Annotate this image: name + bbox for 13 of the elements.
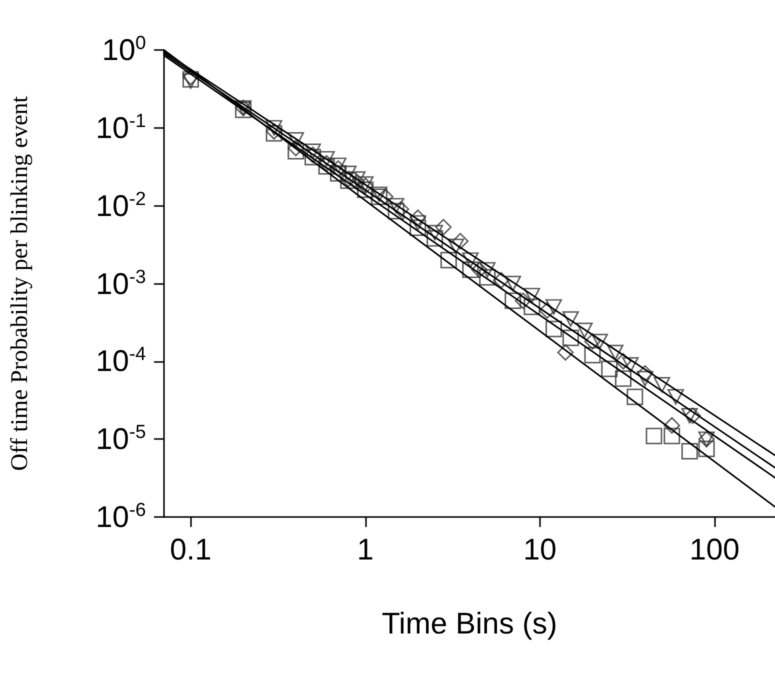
y-tick-label: 10$^{-1}$: [96, 110, 146, 145]
x-tick-label: 10: [523, 534, 557, 566]
x-tick-label: 100: [689, 534, 740, 566]
y-tick-label: 10$^{-6}$: [96, 500, 146, 534]
y-tick-label: 10$^{-5}$: [96, 422, 146, 456]
y-axis-title: Off time Probability per blinking event: [7, 96, 33, 471]
y-tick-label: 10$^{-2}$: [96, 188, 146, 223]
y-tick-label: 10$^{0}$: [102, 33, 146, 67]
x-tick-label: 0.1: [170, 534, 212, 566]
x-tick-label: 1: [356, 534, 374, 566]
y-tick-label: 10$^{-3}$: [96, 266, 146, 300]
x-axis-title: Time Bins (s): [382, 608, 558, 640]
y-tick-label: 10$^{-4}$: [96, 344, 146, 378]
